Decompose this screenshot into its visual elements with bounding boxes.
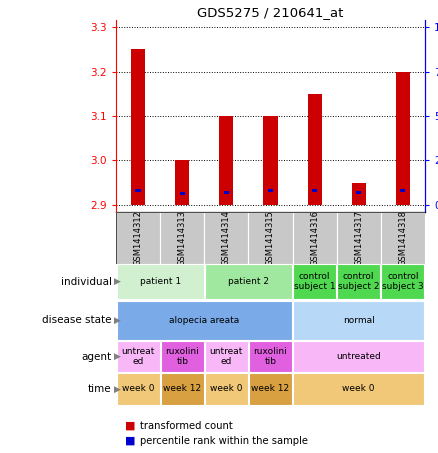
Text: patient 1: patient 1: [140, 277, 181, 286]
Title: GDS5275 / 210641_at: GDS5275 / 210641_at: [197, 6, 344, 19]
Text: time: time: [88, 384, 112, 394]
Bar: [293, 341, 424, 372]
Bar: [396, 72, 410, 205]
Text: disease state: disease state: [42, 315, 112, 325]
Bar: [356, 191, 361, 194]
Text: week 0: week 0: [210, 385, 243, 393]
Text: week 12: week 12: [163, 385, 201, 393]
Text: transformed count: transformed count: [140, 421, 233, 431]
Bar: [116, 212, 160, 264]
Bar: [312, 189, 317, 193]
Text: normal: normal: [343, 316, 374, 325]
Bar: [224, 191, 229, 194]
Text: ▶: ▶: [114, 385, 121, 393]
Bar: [268, 189, 273, 193]
Bar: [175, 160, 189, 205]
Bar: [307, 94, 321, 205]
Bar: [117, 265, 204, 299]
Bar: [248, 212, 293, 264]
Bar: [263, 116, 278, 205]
Bar: [293, 301, 424, 340]
Bar: [400, 189, 406, 193]
Bar: [352, 183, 366, 205]
Bar: [161, 373, 204, 405]
Text: week 0: week 0: [343, 385, 375, 393]
Text: ■: ■: [125, 421, 135, 431]
Text: ruxolini
tib: ruxolini tib: [166, 347, 199, 366]
Text: untreated: untreated: [336, 352, 381, 361]
Bar: [293, 212, 337, 264]
Bar: [381, 212, 425, 264]
Text: ■: ■: [125, 436, 135, 446]
Bar: [180, 192, 185, 195]
Bar: [337, 212, 381, 264]
Text: GSM1414316: GSM1414316: [310, 210, 319, 265]
Text: GSM1414312: GSM1414312: [134, 210, 143, 265]
Bar: [135, 189, 141, 193]
Text: week 0: week 0: [122, 385, 154, 393]
Text: control
subject 1: control subject 1: [294, 272, 336, 291]
Text: agent: agent: [81, 352, 112, 361]
Text: percentile rank within the sample: percentile rank within the sample: [140, 436, 308, 446]
Text: untreat
ed: untreat ed: [121, 347, 155, 366]
Bar: [161, 341, 204, 372]
Bar: [205, 341, 248, 372]
Bar: [293, 265, 336, 299]
Text: GSM1414313: GSM1414313: [178, 210, 187, 265]
Bar: [117, 301, 292, 340]
Bar: [204, 212, 248, 264]
Bar: [131, 49, 145, 205]
Text: patient 2: patient 2: [228, 277, 269, 286]
Text: ▶: ▶: [114, 277, 121, 286]
Bar: [381, 265, 424, 299]
Text: control
subject 3: control subject 3: [382, 272, 424, 291]
Bar: [249, 373, 292, 405]
Bar: [117, 373, 160, 405]
Text: alopecia areata: alopecia areata: [169, 316, 240, 325]
Text: week 12: week 12: [251, 385, 290, 393]
Bar: [205, 265, 292, 299]
Bar: [219, 116, 233, 205]
Text: GSM1414318: GSM1414318: [398, 210, 407, 265]
Bar: [160, 212, 204, 264]
Text: untreat
ed: untreat ed: [210, 347, 243, 366]
Bar: [117, 341, 160, 372]
Text: control
subject 2: control subject 2: [338, 272, 379, 291]
Text: GSM1414315: GSM1414315: [266, 210, 275, 265]
Text: GSM1414314: GSM1414314: [222, 210, 231, 265]
Text: GSM1414317: GSM1414317: [354, 210, 363, 265]
Text: ▶: ▶: [114, 316, 121, 325]
Text: individual: individual: [61, 277, 112, 287]
Text: ruxolini
tib: ruxolini tib: [254, 347, 287, 366]
Text: ▶: ▶: [114, 352, 121, 361]
Bar: [337, 265, 380, 299]
Bar: [205, 373, 248, 405]
Bar: [293, 373, 424, 405]
Bar: [249, 341, 292, 372]
